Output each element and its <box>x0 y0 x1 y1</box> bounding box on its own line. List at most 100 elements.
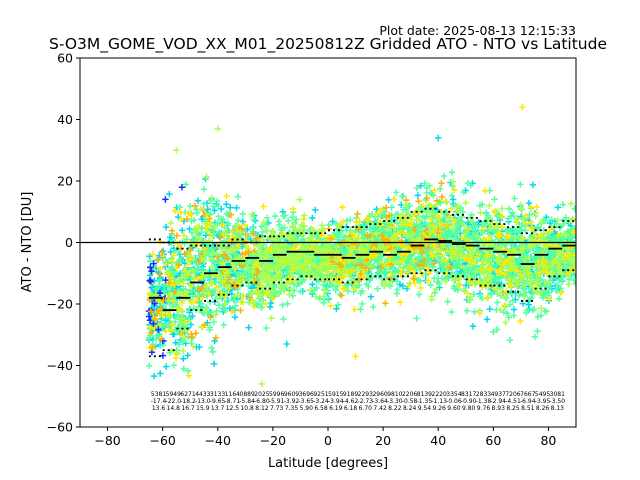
x-tick-label: 0 <box>324 433 332 448</box>
bin-stat-label: 6271 <box>180 391 195 398</box>
bin-stat-label: 5949 <box>166 391 181 398</box>
bin-stat-label: 5915 <box>328 391 343 398</box>
bin-stat-label: -6.94 <box>520 398 536 405</box>
bin-stat-label: 8.51 <box>521 405 535 412</box>
bin-stat-label: 3696 <box>299 391 314 398</box>
bin-stat-label: 7206 <box>505 391 520 398</box>
bin-stat-label: -17.4 <box>151 398 167 405</box>
bin-stat-label: -1.35 <box>417 398 433 405</box>
bin-stat-label: -3.24 <box>313 398 329 405</box>
bin-stat-label: 9251 <box>313 391 328 398</box>
bin-stat-label: 9.26 <box>432 405 446 412</box>
bin-stat-label: -3.64 <box>372 398 388 405</box>
x-tick-label: 60 <box>485 433 501 448</box>
y-axis-label: ATO - NTO [DU] <box>20 192 35 293</box>
bin-stat-label: 1164 <box>225 391 240 398</box>
bin-stat-label: 5.90 <box>300 405 314 412</box>
bin-stat-label: 13.7 <box>211 405 225 412</box>
bin-stat-label: -5.91 <box>269 398 285 405</box>
bin-stat-label: 9189 <box>343 391 358 398</box>
x-tick-label: −60 <box>149 433 175 448</box>
bin-stat-label: 5495 <box>535 391 550 398</box>
x-tick-label: −40 <box>205 433 231 448</box>
bin-stat-label: 0889 <box>240 391 255 398</box>
bin-stat-label: 10.8 <box>240 405 254 412</box>
bin-stat-label: 9609 <box>284 391 299 398</box>
bin-stat-label: 9.80 <box>462 405 476 412</box>
bin-stat-label: -3.65 <box>298 398 314 405</box>
bin-stat-label: -0.90 <box>461 398 477 405</box>
bin-stat-label: 3354 <box>446 391 461 398</box>
bin-stat-label: 6.19 <box>329 405 343 412</box>
y-tick-label: 60 <box>57 51 73 66</box>
bin-stat-label: -3.30 <box>387 398 403 405</box>
bin-stat-label: -6.80 <box>254 398 270 405</box>
bin-stat-label: 8.12 <box>255 405 269 412</box>
x-tick-label: −20 <box>260 433 286 448</box>
y-tick-label: 40 <box>57 112 73 127</box>
median-markers <box>148 238 576 312</box>
bin-stat-label: 8317 <box>461 391 476 398</box>
bin-stat-label: 7.35 <box>285 405 299 412</box>
y-tick-label: 20 <box>57 174 73 189</box>
x-tick-label: 20 <box>375 433 391 448</box>
y-tick-label: 0 <box>65 235 73 250</box>
bin-stat-label: 14.8 <box>167 405 181 412</box>
plot-date: Plot date: 2025-08-13 12:15:33 <box>379 23 576 38</box>
bin-stat-label: 12.5 <box>226 405 240 412</box>
bin-stat-label: 6.70 <box>359 405 373 412</box>
bin-stat-label: -4.62 <box>343 398 359 405</box>
y-tick-label: −40 <box>47 358 73 373</box>
y-tick-label: −60 <box>47 420 73 435</box>
bin-stat-label: 8.25 <box>506 405 520 412</box>
bin-stat-label: 2025 <box>254 391 269 398</box>
bin-stat-label: 2220 <box>432 391 447 398</box>
bin-stat-label: 2833 <box>476 391 491 398</box>
x-axis: −80 −60 −40 −20 0 20 40 60 80 <box>94 427 556 448</box>
bin-stat-label: -22.0 <box>166 398 182 405</box>
x-axis-label: Latitude [degrees] <box>268 456 388 471</box>
bin-stat-label: -9.65 <box>210 398 226 405</box>
bin-stat-label: 4433 <box>195 391 210 398</box>
bin-stat-label: 3081 <box>550 391 565 398</box>
bin-stat-label: 2293 <box>358 391 373 398</box>
bin-stat-label: -18.2 <box>180 398 196 405</box>
bin-stat-label: -2.94 <box>490 398 506 405</box>
bin-stat-label: 8.13 <box>551 405 565 412</box>
x-tick-label: 80 <box>540 433 556 448</box>
bin-stat-label: 9.76 <box>477 405 491 412</box>
bin-stat-labels: 5381 5949 6271 4433 3133 1164 0889 2025 5996 9609… <box>151 391 565 412</box>
bin-stat-label: -5.84 <box>239 398 255 405</box>
bin-stat-label: 6.58 <box>314 405 328 412</box>
bin-stat-label: 5996 <box>269 391 284 398</box>
bin-stat-label: 7667 <box>520 391 535 398</box>
bin-stat-label: 7.73 <box>270 405 284 412</box>
bin-stat-label: 9810 <box>387 391 402 398</box>
bin-stat-label: -1.38 <box>476 398 492 405</box>
bin-stat-label: 7.42 <box>373 405 387 412</box>
bin-stat-label: 3133 <box>210 391 225 398</box>
bin-stat-label: 8139 <box>417 391 432 398</box>
y-tick-label: −20 <box>47 297 73 312</box>
bin-stat-label: 13.6 <box>152 405 166 412</box>
y-axis: −60 −40 −20 0 20 40 60 <box>47 51 80 435</box>
bin-stat-label: 8.22 <box>388 405 402 412</box>
percentile-markers <box>148 207 576 358</box>
bin-stat-label: 9.60 <box>447 405 461 412</box>
bin-stat-label: 5381 <box>151 391 166 398</box>
bin-stat-label: -0.58 <box>402 398 418 405</box>
bin-stat-label: -8.71 <box>225 398 241 405</box>
bin-stat-label: -13.0 <box>195 398 211 405</box>
x-tick-label: −80 <box>94 433 120 448</box>
bin-stat-label: 4937 <box>491 391 506 398</box>
bin-stat-label: -2.73 <box>358 398 374 405</box>
bin-stat-label: 2206 <box>402 391 417 398</box>
bin-stat-label: 6.18 <box>344 405 358 412</box>
bin-stat-label: -1.13 <box>431 398 447 405</box>
bin-stat-label: 9.54 <box>418 405 432 412</box>
bin-stat-label: -0.06 <box>446 398 462 405</box>
bin-stat-label: -3.95 <box>535 398 551 405</box>
scatter-points <box>145 184 186 359</box>
bin-stat-label: -3.50 <box>550 398 566 405</box>
